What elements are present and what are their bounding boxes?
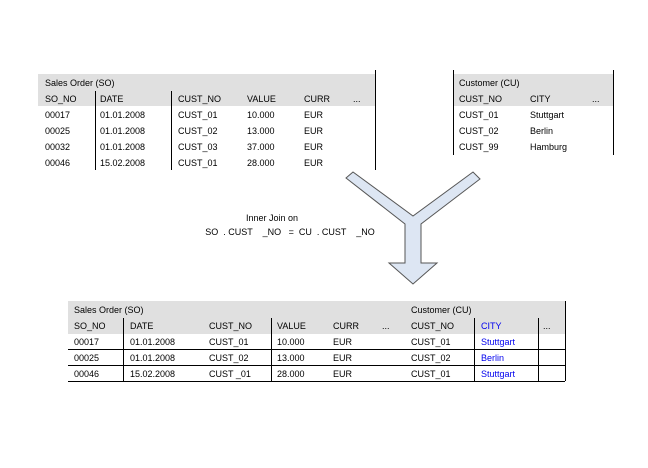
column-header: CITY	[530, 94, 551, 104]
table-cell: CUST_01	[178, 110, 218, 120]
table-cell: 00025	[74, 353, 100, 363]
table-cell: 01.01.2008	[100, 126, 146, 136]
table-cell: CUST_01	[459, 110, 499, 120]
column-header: CUST_NO	[178, 94, 222, 104]
column-header: CUST_NO	[459, 94, 503, 104]
table-cell: 00046	[74, 369, 100, 379]
table-cell: 01.01.2008	[100, 110, 146, 120]
so-table-title: Sales Order (SO)	[45, 78, 115, 88]
table-cell: Berlin	[530, 126, 554, 136]
table-cell: 10.000	[277, 337, 305, 347]
column-header: VALUE	[277, 321, 306, 331]
table-cell: CUST _01	[209, 369, 251, 379]
result-header-band	[68, 301, 565, 334]
so-header-band	[38, 74, 375, 106]
table-cell: CUST_01	[209, 337, 249, 347]
table-cell: 13.000	[247, 126, 275, 136]
table-cell: CUST_02	[178, 126, 218, 136]
table-cell: CUST_02	[459, 126, 499, 136]
table-cell: Berlin	[481, 353, 505, 363]
table-cell: 01.01.2008	[130, 353, 176, 363]
table-cell: CUST_02	[411, 353, 451, 363]
column-header: ...	[592, 94, 600, 104]
table-cell: 00025	[45, 126, 71, 136]
table-cell: CUST_01	[411, 369, 451, 379]
table-cell: Stuttgart	[481, 369, 516, 379]
cu-table-title: Customer (CU)	[459, 78, 520, 88]
table-cell: 10.000	[247, 110, 275, 120]
join-label: Inner Join on	[245, 213, 299, 223]
so-right-border	[375, 70, 376, 170]
column-header: CURR	[304, 94, 330, 104]
result-right-border	[565, 301, 566, 381]
table-cell: CUST_02	[209, 353, 249, 363]
column-header: CUST_NO	[411, 321, 455, 331]
column-header: ...	[353, 94, 361, 104]
table-cell: EUR	[304, 110, 324, 120]
table-cell: 15.02.2008	[100, 158, 146, 168]
result-so-title: Sales Order (SO)	[74, 305, 144, 315]
table-cell: Stuttgart	[481, 337, 516, 347]
column-header: CURR	[333, 321, 359, 331]
cu-right-border	[613, 70, 614, 155]
table-cell: EUR	[333, 353, 353, 363]
table-cell: 00032	[45, 142, 71, 152]
column-header: DATE	[100, 94, 124, 104]
table-cell: Hamburg	[530, 142, 568, 152]
column-header: CUST_NO	[209, 321, 253, 331]
column-header: ...	[543, 321, 551, 331]
column-header: SO_NO	[45, 94, 77, 104]
table-cell: 28.000	[277, 369, 305, 379]
column-header: DATE	[130, 321, 154, 331]
result-row-line	[68, 365, 565, 366]
table-cell: 00017	[74, 337, 100, 347]
join-condition: SO . CUST _NO = CU . CUST _NO	[205, 227, 375, 237]
cu-header-band	[454, 74, 613, 106]
table-cell: 01.01.2008	[100, 142, 146, 152]
result-row-line	[68, 381, 565, 382]
table-cell: EUR	[333, 369, 353, 379]
table-cell: Stuttgart	[530, 110, 565, 120]
table-cell: EUR	[333, 337, 353, 347]
table-cell: EUR	[304, 158, 324, 168]
result-cu-title: Customer (CU)	[411, 305, 472, 315]
table-cell: CUST_01	[411, 337, 451, 347]
cu-left-border	[453, 70, 454, 155]
column-header: VALUE	[247, 94, 276, 104]
table-cell: CUST_03	[178, 142, 218, 152]
table-cell: 37.000	[247, 142, 275, 152]
column-header: SO_NO	[74, 321, 106, 331]
column-header: ...	[382, 321, 390, 331]
table-cell: CUST_99	[459, 142, 499, 152]
table-cell: 13.000	[277, 353, 305, 363]
so-divider	[171, 91, 172, 170]
so-divider	[95, 91, 96, 170]
column-header: CITY	[481, 321, 502, 331]
table-cell: 01.01.2008	[130, 337, 176, 347]
table-cell: EUR	[304, 126, 324, 136]
result-row-line	[68, 349, 565, 350]
table-cell: 00017	[45, 110, 71, 120]
table-cell: 28.000	[247, 158, 275, 168]
table-cell: EUR	[304, 142, 324, 152]
table-cell: 00046	[45, 158, 71, 168]
table-cell: CUST_01	[178, 158, 218, 168]
table-cell: 15.02.2008	[130, 369, 176, 379]
